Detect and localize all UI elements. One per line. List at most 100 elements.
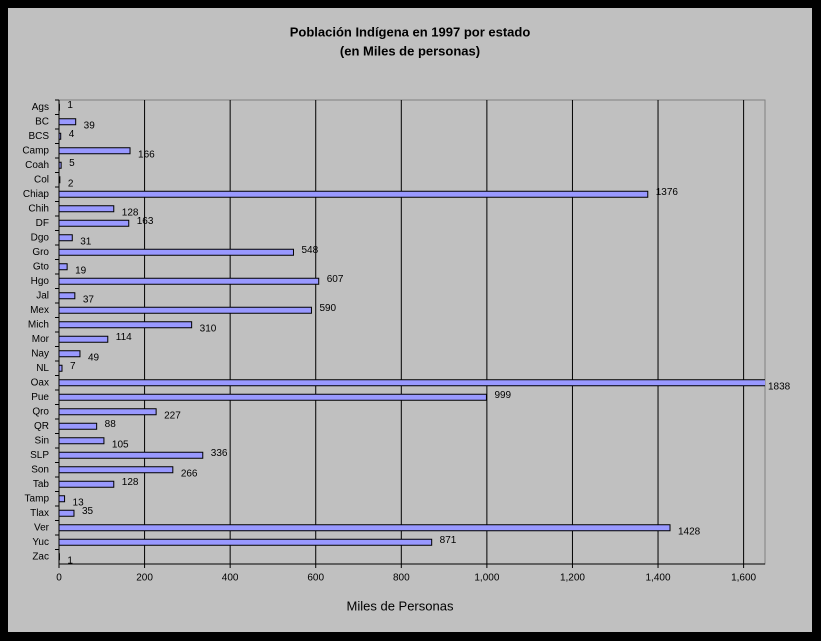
value-label: 114: [116, 332, 132, 343]
value-label: 128: [122, 207, 139, 218]
value-label: 871: [440, 535, 457, 546]
x-tick-label: 600: [307, 573, 324, 584]
bar: [59, 480, 115, 488]
bar: [59, 393, 487, 401]
value-label: 128: [122, 477, 139, 488]
bar: [59, 335, 109, 343]
x-tick-label: 1,400: [646, 573, 671, 584]
bar: [59, 176, 61, 184]
bar: [59, 161, 62, 169]
y-tick-label: Tlax: [30, 508, 49, 519]
bar: [59, 277, 320, 285]
y-tick-label: Zac: [32, 551, 49, 562]
x-tick-label: 400: [222, 573, 239, 584]
value-label: 166: [138, 149, 155, 160]
bar: [59, 364, 63, 372]
bar: [59, 408, 157, 416]
x-tick-label: 800: [393, 573, 410, 584]
y-tick-label: Col: [34, 174, 49, 185]
y-tick-label: Mex: [30, 305, 49, 316]
y-tick-label: Oax: [31, 377, 49, 388]
value-label: 310: [200, 323, 217, 334]
y-tick-label: Mor: [32, 334, 50, 345]
value-label: 4: [69, 129, 75, 140]
bar: [59, 509, 75, 517]
bar: [59, 205, 115, 213]
y-tick-label: Jal: [36, 290, 49, 301]
y-tick-label: Ags: [32, 102, 49, 113]
x-tick-label: 1,600: [731, 573, 756, 584]
x-tick-label: 1,200: [560, 573, 585, 584]
bar: [59, 234, 73, 242]
y-tick-label: Pue: [31, 392, 49, 403]
y-tick-label: QR: [34, 421, 49, 432]
value-label: 1: [67, 555, 73, 566]
y-tick-label: Nay: [31, 348, 49, 359]
bar: [59, 248, 294, 256]
y-tick-label: Camp: [22, 145, 49, 156]
bar: [59, 437, 105, 445]
value-label: 1428: [678, 526, 701, 537]
y-tick-label: Hgo: [31, 276, 50, 287]
y-tick-label: Coah: [25, 160, 49, 171]
y-tick-label: BCS: [28, 131, 49, 142]
value-label: 39: [84, 120, 96, 131]
value-label: 37: [83, 294, 95, 305]
value-label: 1376: [656, 187, 679, 198]
y-tick-label: Qro: [32, 406, 49, 417]
y-tick-label: BC: [35, 116, 49, 127]
bar: [59, 466, 174, 474]
value-label: 227: [164, 410, 181, 421]
y-tick-label: NL: [36, 363, 49, 374]
bar: [59, 118, 77, 126]
y-tick-label: Ver: [34, 522, 50, 533]
value-label: 35: [82, 506, 94, 517]
value-label: 13: [73, 497, 85, 508]
bar: [59, 422, 98, 430]
value-label: 266: [181, 468, 198, 479]
y-tick-label: DF: [36, 218, 49, 229]
y-tick-label: Yuc: [32, 537, 49, 548]
bar: [59, 132, 62, 140]
x-tick-label: 0: [56, 573, 62, 584]
value-label: 999: [494, 390, 511, 401]
value-label: 607: [327, 274, 344, 285]
x-tick-label: 200: [136, 573, 153, 584]
y-tick-label: Gro: [32, 247, 49, 258]
value-label: 1: [67, 100, 73, 111]
y-tick-label: Mich: [28, 319, 49, 330]
value-label: 2: [68, 178, 74, 189]
bar: [59, 219, 130, 227]
bar: [59, 538, 433, 546]
y-tick-label: Sin: [35, 435, 49, 446]
bar: [59, 451, 204, 459]
bar: [59, 379, 765, 387]
bar: [59, 306, 312, 314]
chart-title: Población Indígena en 1997 por estado: [290, 24, 531, 39]
chart-subtitle: (en Miles de personas): [340, 43, 480, 58]
bar: [59, 190, 649, 198]
y-tick-label: SLP: [30, 450, 49, 461]
value-label: 105: [112, 439, 129, 450]
value-label: 5: [69, 158, 75, 169]
value-label: 163: [137, 216, 154, 227]
value-label: 31: [80, 236, 92, 247]
y-tick-label: Dgo: [31, 232, 50, 243]
bar: [59, 263, 68, 271]
y-tick-label: Son: [31, 464, 49, 475]
value-label: 49: [88, 352, 100, 363]
bar: [59, 321, 193, 329]
x-axis-label: Miles de Personas: [347, 598, 454, 613]
bar: [59, 147, 131, 155]
y-tick-label: Tab: [33, 479, 50, 490]
bars: [59, 103, 765, 561]
bar: [59, 495, 66, 503]
value-label: 590: [319, 303, 336, 314]
bar: [59, 292, 76, 300]
plot-area: [58, 99, 766, 565]
x-tick-label: 1,000: [474, 573, 499, 584]
value-label: 548: [301, 245, 318, 256]
y-tick-label: Chiap: [23, 189, 50, 200]
value-label: 7: [70, 361, 76, 372]
